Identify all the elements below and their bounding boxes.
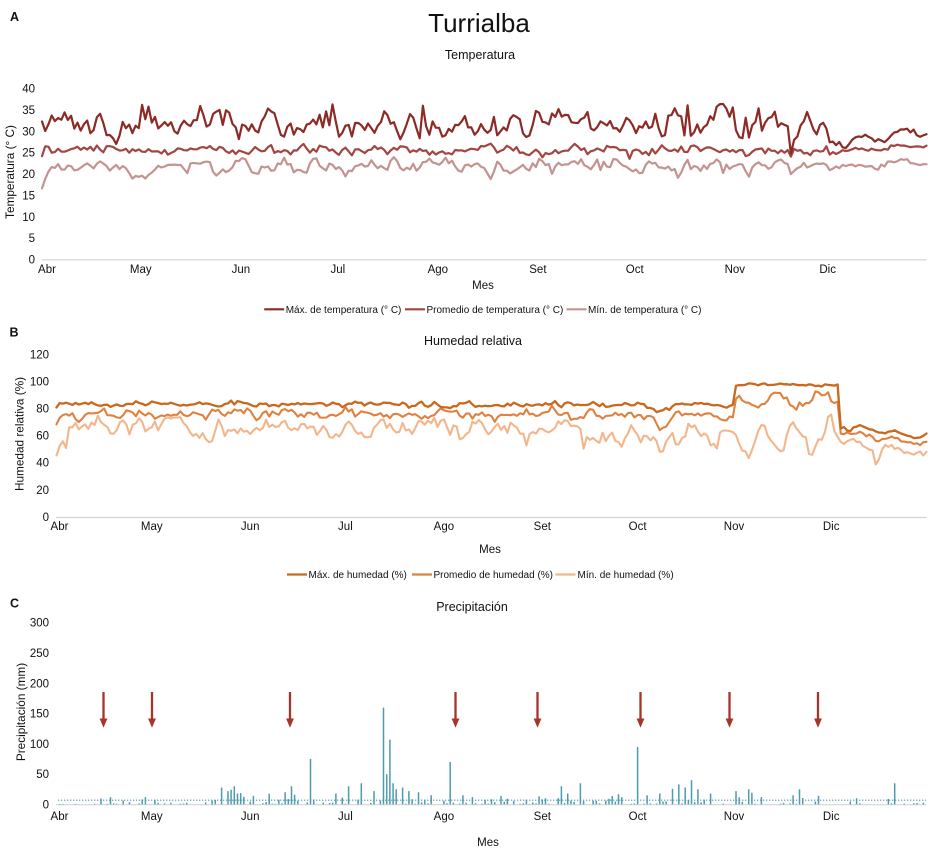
- svg-text:Nov: Nov: [724, 811, 745, 823]
- svg-text:Jul: Jul: [338, 811, 353, 823]
- svg-text:Abr: Abr: [51, 811, 69, 823]
- svg-text:Abr: Abr: [51, 521, 69, 533]
- svg-text:Oct: Oct: [629, 521, 648, 533]
- svg-text:Jun: Jun: [232, 264, 251, 276]
- svg-text:C: C: [10, 597, 19, 611]
- svg-text:Set: Set: [529, 264, 547, 276]
- svg-text:5: 5: [29, 233, 35, 245]
- svg-text:Precipitación: Precipitación: [436, 600, 508, 614]
- svg-text:100: 100: [30, 739, 49, 751]
- svg-text:Nov: Nov: [724, 521, 745, 533]
- svg-text:Promedio de temperatura (° C): Promedio de temperatura (° C): [427, 305, 564, 316]
- svg-text:Dic: Dic: [819, 264, 836, 276]
- svg-text:0: 0: [43, 799, 49, 811]
- svg-text:A: A: [10, 10, 19, 24]
- svg-text:300: 300: [30, 618, 49, 630]
- svg-text:30: 30: [22, 126, 35, 138]
- svg-text:Máx. de humedad (%): Máx. de humedad (%): [309, 570, 407, 581]
- svg-text:Mes: Mes: [477, 837, 499, 849]
- svg-text:250: 250: [30, 648, 49, 660]
- svg-text:40: 40: [36, 458, 49, 470]
- svg-text:Precipitación (mm): Precipitación (mm): [14, 663, 28, 761]
- svg-text:Mín. de humedad (%): Mín. de humedad (%): [578, 570, 674, 581]
- svg-text:10: 10: [22, 212, 35, 224]
- svg-text:Mes: Mes: [479, 544, 501, 556]
- svg-text:Ago: Ago: [434, 521, 454, 533]
- svg-text:35: 35: [22, 105, 35, 117]
- svg-text:Temperatura (° C): Temperatura (° C): [3, 125, 17, 219]
- svg-text:Jun: Jun: [241, 811, 260, 823]
- svg-text:80: 80: [36, 404, 49, 416]
- svg-text:15: 15: [22, 190, 35, 202]
- svg-text:Oct: Oct: [629, 811, 648, 823]
- svg-text:Temperatura: Temperatura: [445, 48, 515, 62]
- svg-text:May: May: [141, 521, 163, 533]
- svg-text:May: May: [130, 264, 152, 276]
- svg-text:Set: Set: [534, 811, 552, 823]
- svg-text:120: 120: [30, 350, 49, 362]
- svg-text:25: 25: [22, 148, 35, 160]
- svg-text:Oct: Oct: [626, 264, 645, 276]
- svg-text:0: 0: [29, 255, 35, 267]
- svg-text:Abr: Abr: [38, 264, 56, 276]
- svg-text:Máx. de temperatura (° C): Máx. de temperatura (° C): [286, 305, 402, 316]
- svg-text:0: 0: [43, 512, 49, 524]
- svg-text:Turrialba: Turrialba: [428, 8, 530, 38]
- svg-text:Mín. de temperatura (° C): Mín. de temperatura (° C): [588, 305, 701, 316]
- svg-text:Jun: Jun: [241, 521, 260, 533]
- svg-text:Humedad relativa (%): Humedad relativa (%): [13, 377, 27, 491]
- svg-text:Humedad relativa: Humedad relativa: [424, 334, 522, 348]
- svg-text:Nov: Nov: [725, 264, 746, 276]
- svg-text:Dic: Dic: [823, 521, 840, 533]
- svg-text:Ago: Ago: [434, 811, 454, 823]
- svg-text:Jul: Jul: [338, 521, 353, 533]
- svg-text:20: 20: [36, 485, 49, 497]
- svg-text:Ago: Ago: [428, 264, 448, 276]
- svg-text:60: 60: [36, 431, 49, 443]
- svg-text:May: May: [141, 811, 163, 823]
- svg-text:150: 150: [30, 709, 49, 721]
- svg-text:40: 40: [22, 84, 35, 96]
- svg-text:B: B: [10, 326, 19, 340]
- svg-text:Jul: Jul: [330, 264, 345, 276]
- svg-text:Set: Set: [534, 521, 552, 533]
- svg-text:Dic: Dic: [823, 811, 840, 823]
- svg-text:50: 50: [36, 769, 49, 781]
- svg-text:Mes: Mes: [472, 280, 494, 292]
- svg-text:100: 100: [30, 377, 49, 389]
- svg-text:20: 20: [22, 169, 35, 181]
- svg-text:200: 200: [30, 678, 49, 690]
- svg-text:Promedio de humedad (%): Promedio de humedad (%): [434, 570, 554, 581]
